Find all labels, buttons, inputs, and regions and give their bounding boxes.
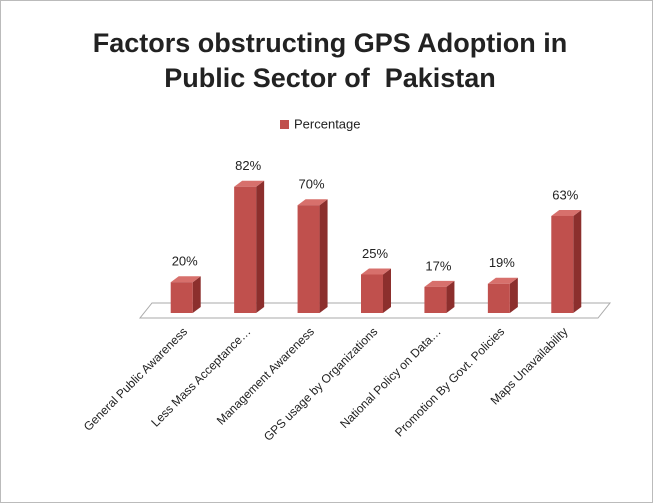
value-label: 63%	[552, 187, 578, 202]
bar-side	[509, 277, 518, 313]
bar-top	[361, 268, 391, 275]
value-label: 82%	[235, 158, 261, 173]
chart-title: Factors obstructing GPS Adoption in	[93, 28, 568, 58]
bar-top	[297, 199, 328, 206]
value-label: 17%	[425, 258, 451, 273]
bar	[170, 282, 193, 313]
bar-side	[383, 268, 391, 313]
legend-swatch	[280, 120, 289, 129]
bar	[551, 215, 574, 313]
bar	[361, 274, 383, 313]
bar	[487, 283, 510, 313]
value-label: 19%	[489, 255, 515, 270]
value-label: 20%	[172, 254, 198, 269]
bar-side	[256, 180, 265, 313]
bar-side	[319, 199, 328, 313]
value-label: 70%	[299, 177, 325, 192]
bar-side	[192, 276, 201, 313]
bar	[424, 286, 447, 313]
value-label: 25%	[362, 246, 388, 261]
bar-side	[573, 209, 582, 313]
bar-top	[551, 209, 582, 216]
chart-title: Public Sector of Pakistan	[164, 63, 496, 93]
bar-top	[487, 277, 518, 284]
bar	[234, 186, 257, 313]
bar	[297, 205, 320, 313]
bar-side	[446, 280, 455, 313]
bar-top	[424, 280, 455, 287]
bar-top	[234, 180, 265, 187]
legend-label: Percentage	[294, 116, 361, 131]
bar-top	[170, 276, 201, 283]
